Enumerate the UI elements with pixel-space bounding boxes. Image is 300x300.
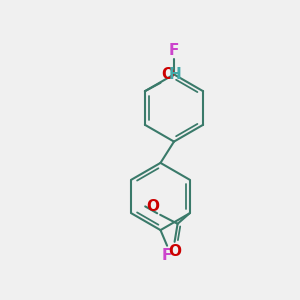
Text: O: O: [161, 67, 174, 82]
Text: F: F: [169, 43, 179, 58]
Text: O: O: [147, 199, 160, 214]
Text: F: F: [162, 248, 172, 262]
Text: O: O: [168, 244, 181, 259]
Text: H: H: [169, 67, 182, 82]
